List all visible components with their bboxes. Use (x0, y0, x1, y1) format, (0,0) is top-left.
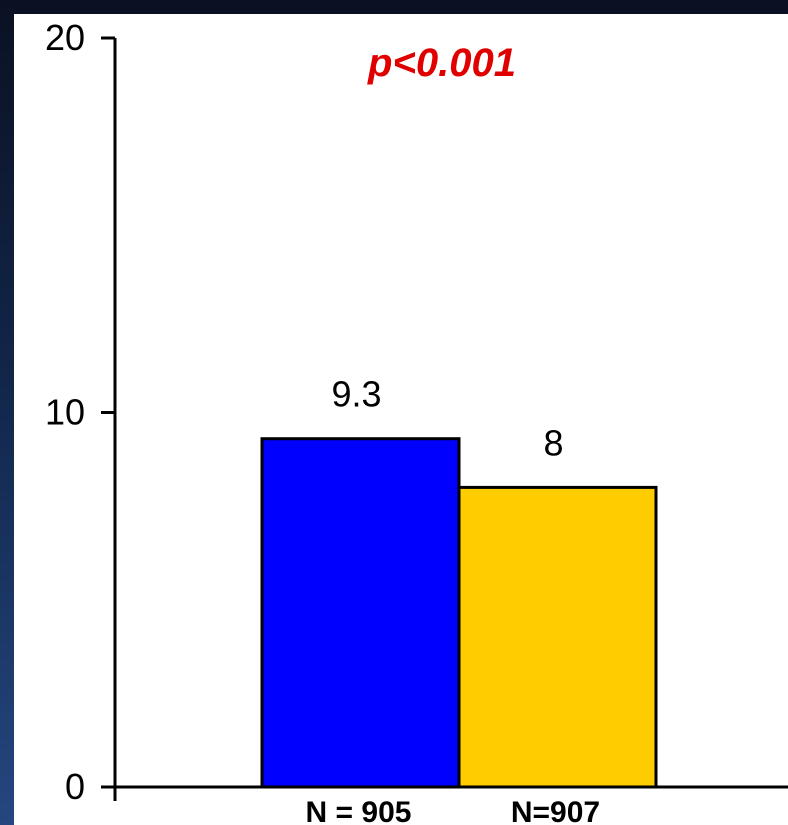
category-label-1: N = 905 (306, 796, 412, 825)
bars-group (260, 437, 658, 789)
y-tick-label-20: 20 (45, 17, 85, 58)
y-tick-label-0: 0 (65, 766, 85, 807)
bar-2-value-label: 8 (543, 422, 563, 463)
y-tick-label-10: 10 (45, 392, 85, 433)
bar-1 (260, 437, 461, 789)
left-frame-border (0, 0, 14, 825)
p-value-annotation: p<0.001 (367, 41, 516, 85)
y-axis-ticks: 0 10 20 (45, 17, 115, 807)
bar-1-value-label: 9.3 (331, 374, 381, 415)
category-label-2: N=907 (511, 796, 600, 825)
labels-group: 9.3 N = 905 8 N=907 (306, 374, 601, 825)
top-frame-border (0, 0, 788, 14)
bar-2 (457, 485, 658, 789)
